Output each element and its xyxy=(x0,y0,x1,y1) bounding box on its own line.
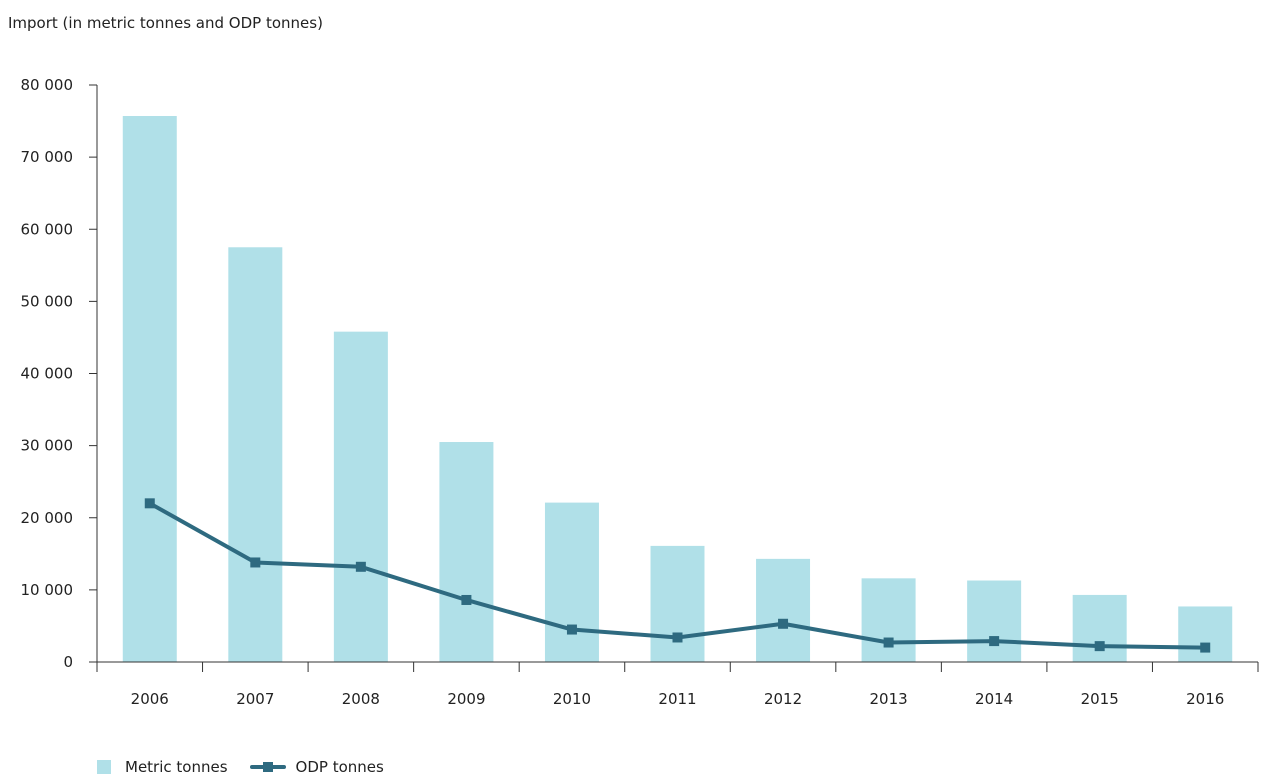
x-tick-label: 2013 xyxy=(869,690,907,708)
x-tick-label: 2012 xyxy=(764,690,802,708)
odp-point-2015 xyxy=(1094,641,1105,652)
legend-label-odp-tonnes: ODP tonnes xyxy=(295,758,384,776)
legend-swatch-bar xyxy=(97,760,111,774)
legend-swatch-line xyxy=(249,760,286,774)
y-tick-label: 10 000 xyxy=(21,581,74,599)
y-tick-label: 80 000 xyxy=(21,76,74,94)
bar-2013 xyxy=(861,578,916,662)
odp-point-2016 xyxy=(1200,642,1211,653)
bar-2014 xyxy=(967,580,1022,662)
x-tick-label: 2008 xyxy=(342,690,380,708)
y-tick-label: 40 000 xyxy=(21,365,74,383)
odp-point-2010 xyxy=(566,624,577,635)
x-tick-label: 2014 xyxy=(975,690,1013,708)
legend: Metric tonnes ODP tonnes xyxy=(97,758,406,776)
odp-point-2012 xyxy=(778,618,789,629)
y-tick-label: 20 000 xyxy=(21,509,74,527)
y-tick-label: 0 xyxy=(63,653,73,671)
odp-point-2014 xyxy=(989,636,1000,647)
odp-point-2011 xyxy=(672,632,683,643)
chart-area: 0 10 000 20 000 30 000 40 000 50 000 60 000 70 … xyxy=(21,76,1259,708)
bar-2008 xyxy=(333,331,388,662)
odp-point-2007 xyxy=(250,557,261,568)
bar-2016 xyxy=(1178,606,1233,662)
odp-point-2013 xyxy=(883,637,894,648)
axes: 0 10 000 20 000 30 000 40 000 50 000 60 000 70 … xyxy=(21,76,1259,708)
x-tick-label: 2006 xyxy=(131,690,169,708)
x-tick-label: 2016 xyxy=(1186,690,1224,708)
y-tick-label: 70 000 xyxy=(21,148,74,166)
odp-point-2008 xyxy=(355,561,366,572)
bar-2009 xyxy=(439,442,494,662)
legend-label-metric-tonnes: Metric tonnes xyxy=(125,758,228,776)
x-tick-label: 2007 xyxy=(236,690,274,708)
odp-point-2006 xyxy=(144,498,155,509)
x-tick-label: 2011 xyxy=(658,690,696,708)
y-tick-label: 30 000 xyxy=(21,437,74,455)
legend-swatch-square-marker xyxy=(262,762,273,772)
legend-item-metric-tonnes: Metric tonnes xyxy=(97,758,228,776)
chart-title: Import (in metric tonnes and ODP tonnes) xyxy=(8,14,323,32)
bar-2006 xyxy=(122,116,177,663)
legend-item-odp-tonnes: ODP tonnes xyxy=(249,758,384,776)
bar-2011 xyxy=(650,545,705,662)
line-series xyxy=(144,498,1211,653)
bar-2007 xyxy=(228,247,283,662)
odp-point-2009 xyxy=(461,594,472,605)
bar-2010 xyxy=(544,502,599,662)
y-tick-label: 50 000 xyxy=(21,292,74,310)
bar-2012 xyxy=(756,558,811,662)
x-tick-label: 2009 xyxy=(447,690,485,708)
y-tick-label: 60 000 xyxy=(21,220,74,238)
x-tick-label: 2010 xyxy=(553,690,591,708)
bar-series xyxy=(122,116,1233,663)
x-tick-label: 2015 xyxy=(1081,690,1119,708)
bar-2015 xyxy=(1072,594,1127,662)
